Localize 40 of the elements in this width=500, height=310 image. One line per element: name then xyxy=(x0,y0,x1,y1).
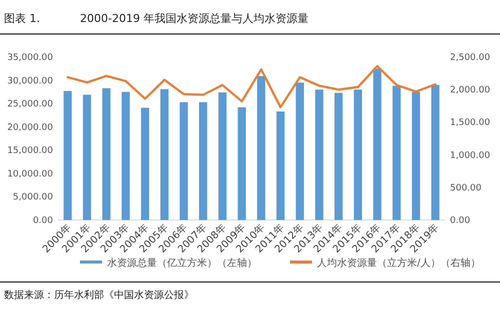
y2-tick-label: 1,000.00 xyxy=(450,150,490,161)
bar xyxy=(218,92,227,220)
bar xyxy=(373,68,382,220)
bar xyxy=(64,90,72,220)
bar xyxy=(296,82,304,220)
bar xyxy=(160,89,168,220)
y-tick-label: 30,000.00 xyxy=(7,76,54,86)
y-tick-label: 10,000.00 xyxy=(7,169,54,180)
y-tick-label: 5,000.00 xyxy=(12,192,54,203)
y-tick-label: 15,000.00 xyxy=(7,146,54,156)
bar xyxy=(431,84,440,220)
bar xyxy=(315,90,324,220)
y-tick-label: 20,000.00 xyxy=(7,122,54,133)
y-tick-label: 35,000.00 xyxy=(7,53,54,63)
bar xyxy=(141,108,150,220)
line-series xyxy=(66,65,436,108)
bar xyxy=(354,90,362,220)
y-tick-label: 25,000.00 xyxy=(7,100,54,110)
source-note: 数据来源：历年水利部《中国水资源公报》 xyxy=(4,289,194,301)
bar xyxy=(276,111,285,220)
chart-title: 2000-2019 年我国水资源总量与人均水资源量 xyxy=(80,12,308,25)
bar xyxy=(122,92,130,220)
y2-tick-label: 1,500.00 xyxy=(450,118,490,128)
bar xyxy=(238,107,246,220)
y2-tick-label: 2,500.00 xyxy=(450,53,490,63)
legend-label: 水资源总量（亿立方米）（左轴） xyxy=(107,257,257,269)
bar xyxy=(412,92,420,220)
y-tick-label: 0.00 xyxy=(32,216,54,226)
text: 图表 1. xyxy=(4,12,40,25)
bar xyxy=(199,102,208,220)
legend-label: 人均水资源量（立方米/人）（右轴） xyxy=(317,257,480,269)
bar xyxy=(102,88,110,220)
bar xyxy=(180,102,188,220)
bar xyxy=(257,76,266,220)
y2-tick-label: 500.00 xyxy=(450,183,482,194)
y2-tick-label: 2,000.00 xyxy=(450,86,490,96)
bar xyxy=(82,94,92,220)
bar xyxy=(392,86,401,220)
bar xyxy=(334,92,343,220)
y2-tick-label: 0.00 xyxy=(450,216,470,226)
